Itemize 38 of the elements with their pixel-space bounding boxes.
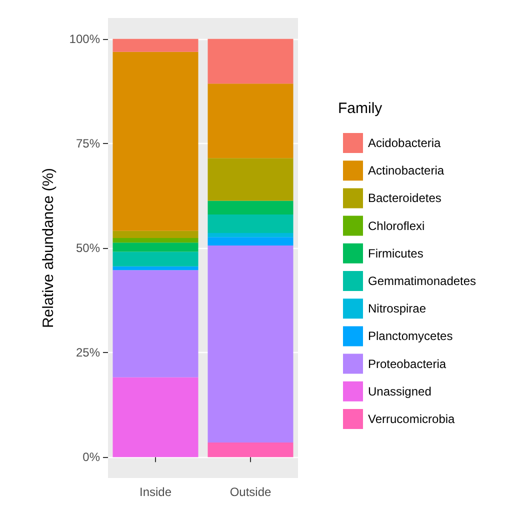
bar bbox=[208, 158, 294, 201]
bar bbox=[112, 238, 198, 243]
legend-label: Gemmatimonadetes bbox=[368, 274, 476, 288]
bar bbox=[208, 442, 294, 458]
bar bbox=[112, 38, 198, 52]
x-tick-label: Outside bbox=[230, 485, 272, 499]
legend-title: Family bbox=[338, 100, 383, 117]
bar bbox=[208, 237, 294, 246]
legend-label: Firmicutes bbox=[368, 246, 424, 260]
legend-label: Actinobacteria bbox=[368, 164, 444, 178]
y-tick-label: 50% bbox=[76, 241, 100, 255]
bar bbox=[112, 252, 198, 266]
bar bbox=[208, 232, 294, 238]
legend-label: Bacteroidetes bbox=[368, 191, 442, 206]
legend-label: Nitrospirae bbox=[368, 302, 426, 316]
bar bbox=[112, 266, 198, 270]
legend-label: Verrucomicrobia bbox=[368, 412, 456, 426]
legend-label: Chloroflexi bbox=[368, 218, 425, 233]
y-tick-label: 75% bbox=[76, 136, 100, 150]
y-axis-title: Relative abundance (%) bbox=[40, 168, 57, 328]
legend-label: Unassigned bbox=[368, 384, 432, 398]
bar bbox=[208, 84, 294, 158]
bar bbox=[208, 214, 294, 233]
bar bbox=[112, 230, 198, 238]
bar bbox=[208, 200, 294, 215]
y-tick-label: 100% bbox=[69, 32, 100, 46]
y-tick-label: 0% bbox=[82, 450, 100, 464]
legend-label: Planctomycetes bbox=[368, 329, 453, 344]
legend-label: Proteobacteria bbox=[368, 356, 446, 371]
legend-label: Acidobacteria bbox=[368, 136, 442, 150]
bar bbox=[112, 377, 198, 458]
bar bbox=[208, 38, 294, 84]
x-tick-label: Inside bbox=[139, 485, 172, 499]
bar bbox=[112, 270, 198, 378]
bar bbox=[208, 245, 294, 442]
bar bbox=[112, 52, 198, 231]
bar bbox=[112, 242, 198, 252]
y-tick-label: 25% bbox=[76, 346, 100, 360]
